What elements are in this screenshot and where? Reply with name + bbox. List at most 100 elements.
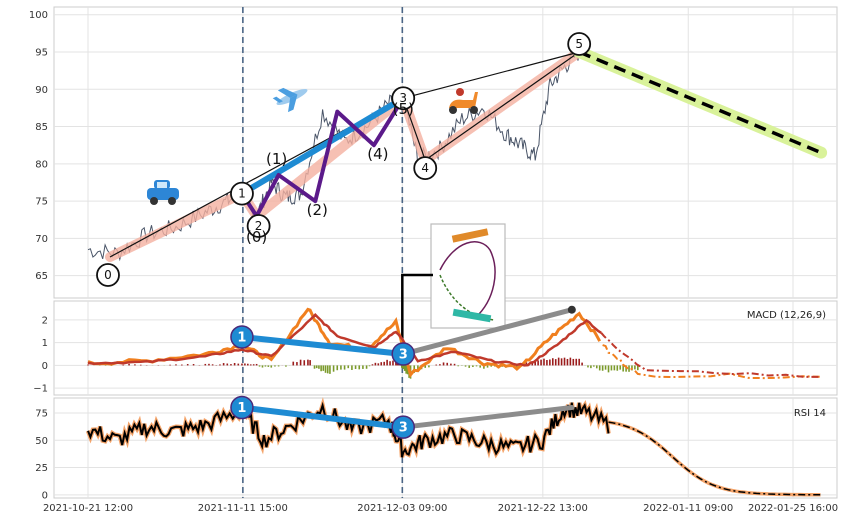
x-tick-label: 2021-11-11 15:00 [198, 503, 288, 514]
macd-histogram-bar [537, 360, 539, 366]
x-tick-label: 2021-10-21 12:00 [43, 503, 133, 514]
macd-histogram-bar [625, 365, 627, 372]
macd-histogram-bar [362, 365, 364, 369]
macd-histogram-bar [554, 359, 557, 366]
macd-histogram-bar [575, 358, 578, 366]
car-window [157, 182, 167, 188]
macd-histogram-bar [543, 358, 545, 366]
divergence-badge [391, 342, 415, 366]
macd-histogram-bar [566, 358, 569, 366]
macd-histogram-bar [134, 364, 136, 366]
macd-histogram-bar [598, 365, 601, 371]
macd-histogram-bar [292, 361, 295, 366]
macd-histogram-bar [563, 357, 566, 366]
inset-thumbnail [430, 223, 506, 329]
macd-histogram-bar [572, 358, 575, 366]
macd-histogram-bar [534, 361, 536, 366]
macd-histogram-bar [389, 361, 391, 366]
macd-line [87, 307, 602, 378]
macd-histogram-bar [531, 362, 534, 366]
wave-label-circle [96, 263, 120, 287]
macd-histogram-bar [241, 363, 243, 366]
macd-histogram-bar [569, 357, 572, 366]
trend-line [403, 51, 580, 99]
macd-histogram-bar [386, 359, 388, 366]
rsi-y-tick-label: 0 [42, 490, 48, 501]
macd-histogram-bar [628, 365, 630, 372]
subwave-label: (4) [367, 145, 388, 163]
macd-histogram-bar [616, 365, 619, 371]
macd-histogram-bar [490, 365, 493, 367]
macd-histogram-bar [122, 364, 124, 366]
divergence-badge-label: 3 [399, 421, 408, 436]
macd-histogram-bar [261, 365, 264, 368]
macd-histogram-bar [607, 365, 610, 373]
macd-histogram-bar [472, 365, 474, 368]
inset-connector [401, 273, 433, 352]
macd-histogram-bar [483, 365, 485, 369]
macd-histogram-bar [351, 365, 353, 370]
macd-y-tick-label: 1 [42, 338, 48, 349]
macd-histogram-bar [417, 365, 419, 372]
macd-histogram-bar [347, 365, 350, 369]
macd-histogram-bar [175, 364, 177, 366]
macd-histogram-bar [516, 365, 518, 368]
divergence-grey-line [400, 405, 575, 430]
macd-histogram-bar [468, 365, 471, 368]
macd-histogram-bar [587, 365, 589, 368]
macd-histogram-bar [601, 365, 604, 371]
wave-label: 3 [399, 91, 407, 105]
divergence-badge [230, 395, 254, 420]
macd-histogram-bar [475, 365, 478, 367]
macd-histogram-bar [634, 365, 636, 370]
macd-histogram-bar [377, 363, 380, 366]
inset-curve [439, 241, 496, 319]
macd-histogram-bar [446, 362, 449, 366]
macd-y-tick-label: 2 [42, 315, 48, 326]
wave-label-circle [567, 32, 592, 56]
macd-histogram-bar [87, 364, 89, 366]
macd-histogram-bar [264, 365, 267, 367]
x-tick-label: 2021-12-03 09:00 [357, 503, 447, 514]
car-icon [147, 180, 179, 205]
projection-line [578, 50, 822, 155]
airplane-icon [272, 87, 308, 113]
rsi-panel-title: RSI 14 [794, 408, 826, 419]
macd-y-tick-label: 0 [42, 361, 48, 372]
macd-peak-dot [567, 305, 576, 314]
chart-marks [85, 7, 828, 498]
price-y-tick-label: 100 [29, 10, 48, 21]
macd-y-tick-label: −1 [33, 384, 48, 395]
macd-histogram-bar [595, 365, 598, 369]
subwave-label: (0) [246, 228, 267, 246]
macd-histogram-bar [226, 363, 229, 366]
macd-histogram-bar [258, 365, 261, 367]
macd-histogram-bar [318, 365, 320, 369]
price-y-tick-label: 65 [35, 271, 48, 282]
macd-histogram-bar [578, 358, 580, 366]
wave-label: 2 [255, 219, 263, 233]
signal-line [87, 313, 602, 367]
divergence-blue-line [238, 404, 407, 431]
macd-histogram-bar [192, 364, 195, 366]
macd-histogram-bar [464, 365, 467, 367]
x-tick-label: 2022-01-25 16:00 [748, 503, 838, 514]
wave-trend-blue [238, 95, 407, 197]
macd-histogram-bar [619, 365, 622, 370]
macd-histogram-bar [277, 365, 280, 367]
macd-histogram-bar [442, 362, 445, 366]
macd-histogram-bar [479, 365, 482, 368]
divergence-badge [391, 415, 415, 439]
macd-histogram-bar [222, 363, 225, 366]
macd-histogram-bar [371, 364, 374, 366]
x-tick-label: 2022-01-11 09:00 [643, 503, 733, 514]
subwave-label: (5) [393, 100, 414, 118]
macd-histogram-bar [486, 365, 489, 368]
macd-histogram-bar [247, 363, 249, 366]
macd-histogram-bar [329, 365, 331, 374]
macd-histogram-bar [139, 364, 142, 366]
subwave-label: (2) [307, 201, 328, 219]
macd-histogram-bar [557, 357, 560, 366]
macd-histogram-bar [270, 365, 273, 368]
macd-histogram-bar [309, 360, 311, 366]
